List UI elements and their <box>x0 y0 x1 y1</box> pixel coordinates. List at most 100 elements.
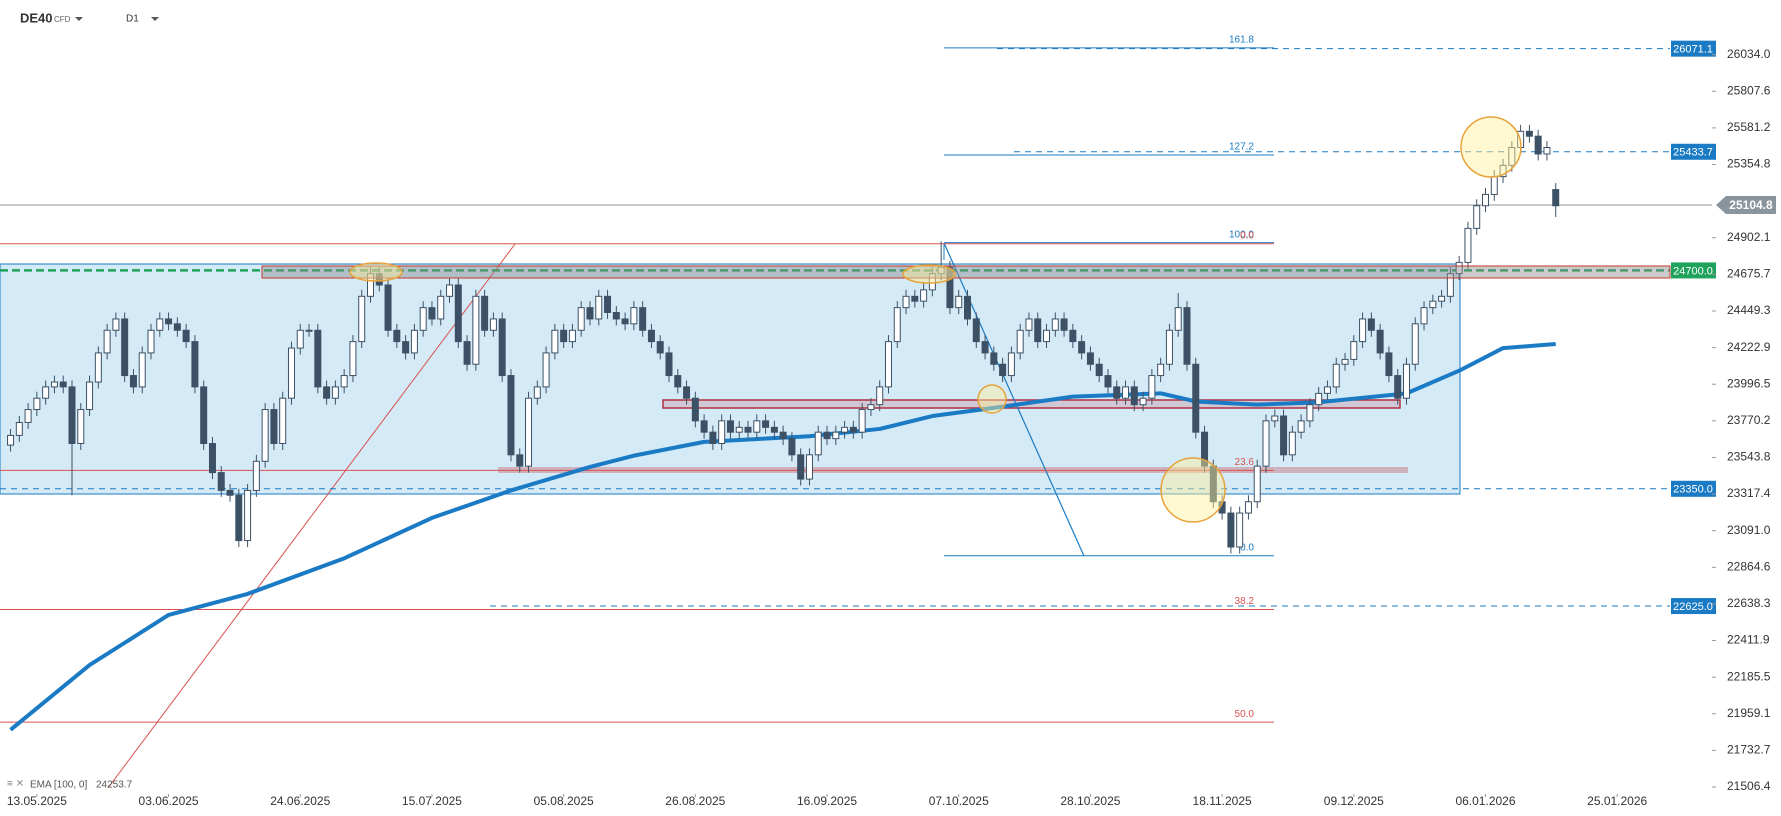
candle-body <box>1174 307 1182 331</box>
candle-body <box>1165 329 1173 365</box>
candle-body <box>1253 465 1261 503</box>
candle-body <box>1473 205 1481 229</box>
candle-body <box>191 341 199 388</box>
fib-label: 100.0 <box>1229 229 1254 240</box>
candle-body <box>726 420 734 433</box>
candle-body <box>823 431 831 440</box>
candle-body <box>393 329 401 343</box>
y-tick-label: 25807.6 <box>1727 83 1771 97</box>
candle-body <box>305 329 313 332</box>
y-tick-label: 24902.1 <box>1727 230 1771 244</box>
y-tick-label: 22411.9 <box>1727 633 1770 647</box>
candle-body <box>639 307 647 331</box>
candle-body <box>876 386 884 406</box>
highlight-circle <box>977 384 1007 414</box>
candle-body <box>1095 363 1103 377</box>
candle-body <box>630 307 638 325</box>
candle-body <box>805 454 813 480</box>
candle-body <box>551 329 559 354</box>
candle-body <box>323 386 331 399</box>
candle-body <box>516 454 524 467</box>
indicator-legend: ≡ ✕ EMA [100, 0] 24253.7 <box>7 779 133 791</box>
candle-body <box>1306 404 1314 422</box>
fib-label: 38.2 <box>1235 596 1255 607</box>
price-box <box>1671 262 1716 279</box>
candle-body <box>656 341 664 354</box>
candle-body <box>691 397 699 422</box>
candle-body <box>683 386 691 399</box>
price-box <box>1671 480 1716 497</box>
y-tick-label: 25354.8 <box>1727 157 1771 171</box>
candle-body <box>498 318 506 377</box>
candle-body <box>1122 386 1130 399</box>
candle-body <box>296 329 304 349</box>
x-tick-label: 25.01.2026 <box>1587 794 1647 808</box>
candle-body <box>612 311 620 320</box>
fib-label: 0.0 <box>1240 542 1254 553</box>
price-box <box>1671 143 1716 160</box>
candle-body <box>200 386 208 445</box>
candle-body <box>647 329 655 343</box>
candle-body <box>244 489 252 542</box>
price-box-label: 22625.0 <box>1673 601 1713 613</box>
instrument: CFD <box>54 15 71 24</box>
price-box <box>1671 40 1716 57</box>
candle-body <box>147 329 155 354</box>
x-tick-label: 24.06.2025 <box>270 794 330 808</box>
candle-body <box>1429 300 1437 309</box>
candle-body <box>1034 318 1042 343</box>
candle-body <box>1359 318 1367 343</box>
candle-body <box>375 273 383 286</box>
candle-body <box>1508 147 1516 166</box>
candle-body <box>1201 431 1209 467</box>
candle-body <box>972 318 980 343</box>
candle-body <box>261 409 269 462</box>
header: DE40 CFD D1 <box>20 10 159 25</box>
candle-body <box>1192 363 1200 433</box>
symbol-dropdown[interactable] <box>75 17 83 21</box>
candle-body <box>814 431 822 456</box>
candle-body <box>454 284 462 343</box>
legend-icon[interactable]: ≡ ✕ <box>7 779 24 790</box>
candle-body <box>208 443 216 474</box>
candle-body <box>1499 164 1507 178</box>
x-tick-label: 06.01.2026 <box>1455 794 1515 808</box>
interval-dropdown[interactable] <box>151 17 159 21</box>
y-tick-label: 22638.3 <box>1727 596 1771 610</box>
candle-body <box>1043 329 1051 343</box>
y-tick-label: 21959.1 <box>1727 706 1771 720</box>
x-tick-label: 16.09.2025 <box>797 794 857 808</box>
candle-body <box>753 420 761 433</box>
candle-body <box>270 409 278 445</box>
candle-body <box>419 307 427 331</box>
price-marker-label: 25104.8 <box>1729 198 1773 212</box>
candle-body <box>112 318 120 331</box>
plot <box>7 124 1560 732</box>
levels: 161.8127.2100.00.00.023.638.250.026071.1… <box>0 35 1716 723</box>
candle-body <box>797 454 805 480</box>
highlight-oval <box>902 264 956 284</box>
candle-body <box>595 295 603 320</box>
candle-body <box>481 295 489 331</box>
y-tick-label: 22185.5 <box>1727 669 1771 683</box>
candle-body <box>217 472 225 491</box>
candle-body <box>94 352 102 383</box>
candle-body <box>59 381 67 388</box>
x-tick-label: 05.08.2025 <box>534 794 594 808</box>
x-tick-label: 26.08.2025 <box>665 794 725 808</box>
candle-body <box>1148 375 1156 399</box>
y-tick-label: 23543.8 <box>1727 450 1771 464</box>
candle-body <box>542 352 550 388</box>
candle-body <box>770 426 778 433</box>
candle-body <box>911 295 919 302</box>
candle-body <box>165 318 173 325</box>
x-tick-label: 18.11.2025 <box>1193 794 1252 808</box>
candle-body <box>1341 358 1349 365</box>
candle-body <box>15 421 23 436</box>
candle-body <box>893 307 901 343</box>
candle-body <box>1411 323 1419 365</box>
candle-body <box>24 409 32 423</box>
fib-label: 23.6 <box>1235 457 1255 468</box>
candle-body <box>1227 512 1235 548</box>
